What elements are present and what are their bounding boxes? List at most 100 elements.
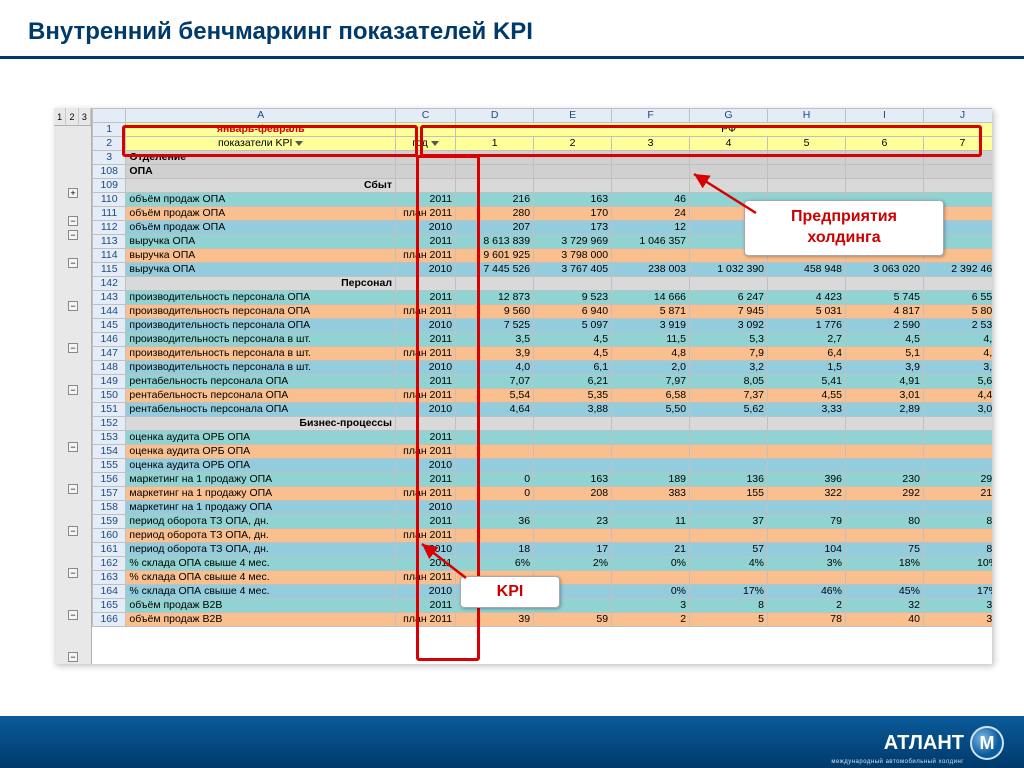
value-cell[interactable]: 11	[612, 515, 690, 529]
value-cell[interactable]: 4,8	[612, 347, 690, 361]
value-cell[interactable]: 57	[690, 543, 768, 557]
year-cell[interactable]: 2010	[395, 585, 455, 599]
year-cell[interactable]: 2011	[395, 431, 455, 445]
cell[interactable]	[690, 277, 768, 291]
value-cell[interactable]: 12	[612, 221, 690, 235]
cell[interactable]	[612, 179, 690, 193]
row-hdr[interactable]: 145	[93, 319, 126, 333]
cell[interactable]	[845, 165, 923, 179]
value-cell[interactable]: 7,07	[456, 375, 534, 389]
value-cell[interactable]: 104	[768, 543, 846, 557]
cell[interactable]	[395, 277, 455, 291]
year-cell[interactable]: план 2011	[395, 487, 455, 501]
value-cell[interactable]	[923, 501, 992, 515]
value-cell[interactable]	[923, 571, 992, 585]
outline-collapse-button[interactable]: −	[68, 385, 78, 395]
value-cell[interactable]: 173	[534, 221, 612, 235]
col-num[interactable]: 6	[845, 137, 923, 151]
cell[interactable]	[534, 417, 612, 431]
value-cell[interactable]	[534, 459, 612, 473]
value-cell[interactable]: 12 873	[456, 291, 534, 305]
value-cell[interactable]	[768, 431, 846, 445]
outline-collapse-button[interactable]: −	[68, 216, 78, 226]
year-cell[interactable]: 2011	[395, 515, 455, 529]
value-cell[interactable]: 6,4	[768, 347, 846, 361]
row-hdr[interactable]: 148	[93, 361, 126, 375]
value-cell[interactable]	[534, 529, 612, 543]
value-cell[interactable]: 3%	[768, 557, 846, 571]
value-cell[interactable]: 3,5	[456, 333, 534, 347]
row-hdr[interactable]: 146	[93, 333, 126, 347]
value-cell[interactable]: 2%	[534, 557, 612, 571]
row-hdr[interactable]: 161	[93, 543, 126, 557]
cell[interactable]	[395, 123, 455, 137]
row-hdr[interactable]: 147	[93, 347, 126, 361]
metric-label[interactable]: рентабельность персонала ОПА	[126, 375, 396, 389]
metric-label[interactable]: период оборота ТЗ ОПА, дн.	[126, 529, 396, 543]
value-cell[interactable]: 17%	[923, 585, 992, 599]
value-cell[interactable]: 216	[456, 193, 534, 207]
value-cell[interactable]: 39	[456, 613, 534, 627]
year-cell[interactable]: 2011	[395, 557, 455, 571]
value-cell[interactable]: 59	[534, 613, 612, 627]
metric-label[interactable]: производительность персонала ОПА	[126, 319, 396, 333]
year-cell[interactable]: план 2011	[395, 389, 455, 403]
value-cell[interactable]	[845, 571, 923, 585]
row-hdr[interactable]: 163	[93, 571, 126, 585]
outline-collapse-button[interactable]: −	[68, 258, 78, 268]
year-cell[interactable]: план 2011	[395, 305, 455, 319]
value-cell[interactable]: 32	[845, 599, 923, 613]
cell[interactable]	[395, 165, 455, 179]
value-cell[interactable]	[923, 431, 992, 445]
column-header[interactable]: J	[923, 109, 992, 123]
value-cell[interactable]: 4,42	[923, 389, 992, 403]
value-cell[interactable]: 295	[923, 473, 992, 487]
cell[interactable]	[395, 151, 455, 165]
metric-label[interactable]: оценка аудита ОРБ ОПА	[126, 445, 396, 459]
value-cell[interactable]: 45%	[845, 585, 923, 599]
filter-icon[interactable]	[431, 141, 439, 146]
value-cell[interactable]: 17%	[690, 585, 768, 599]
column-header[interactable]: E	[534, 109, 612, 123]
value-cell[interactable]	[845, 529, 923, 543]
value-cell[interactable]: 18	[456, 543, 534, 557]
value-cell[interactable]	[534, 445, 612, 459]
value-cell[interactable]	[845, 431, 923, 445]
value-cell[interactable]: 0	[456, 487, 534, 501]
value-cell[interactable]	[612, 571, 690, 585]
value-cell[interactable]: 3,03	[923, 403, 992, 417]
year-cell[interactable]: план 2011	[395, 613, 455, 627]
year-cell[interactable]: 2011	[395, 193, 455, 207]
cell[interactable]	[534, 179, 612, 193]
year-cell[interactable]: план 2011	[395, 347, 455, 361]
value-cell[interactable]	[612, 501, 690, 515]
outline-collapse-button[interactable]: −	[68, 230, 78, 240]
value-cell[interactable]: 4,5	[923, 333, 992, 347]
value-cell[interactable]: 2,89	[845, 403, 923, 417]
value-cell[interactable]: 4,8	[923, 347, 992, 361]
year-cell[interactable]: план 2011	[395, 571, 455, 585]
cell[interactable]	[690, 179, 768, 193]
value-cell[interactable]: 1 032 390	[690, 263, 768, 277]
value-cell[interactable]: 4,0	[456, 361, 534, 375]
value-cell[interactable]	[690, 431, 768, 445]
value-cell[interactable]	[612, 249, 690, 263]
cell[interactable]	[923, 417, 992, 431]
outline-level-1[interactable]: 1	[54, 108, 66, 125]
value-cell[interactable]	[612, 529, 690, 543]
value-cell[interactable]	[845, 445, 923, 459]
column-header[interactable]: H	[768, 109, 846, 123]
col-num[interactable]: 1	[456, 137, 534, 151]
value-cell[interactable]	[845, 501, 923, 515]
cell[interactable]	[534, 277, 612, 291]
cell[interactable]	[456, 151, 534, 165]
section-header[interactable]: Сбыт	[126, 179, 396, 193]
row-hdr[interactable]: 144	[93, 305, 126, 319]
value-cell[interactable]	[456, 501, 534, 515]
value-cell[interactable]: 3,88	[534, 403, 612, 417]
value-cell[interactable]: 238 003	[612, 263, 690, 277]
row-hdr[interactable]: 153	[93, 431, 126, 445]
value-cell[interactable]: 230	[845, 473, 923, 487]
value-cell[interactable]: 3 798 000	[534, 249, 612, 263]
value-cell[interactable]	[923, 459, 992, 473]
